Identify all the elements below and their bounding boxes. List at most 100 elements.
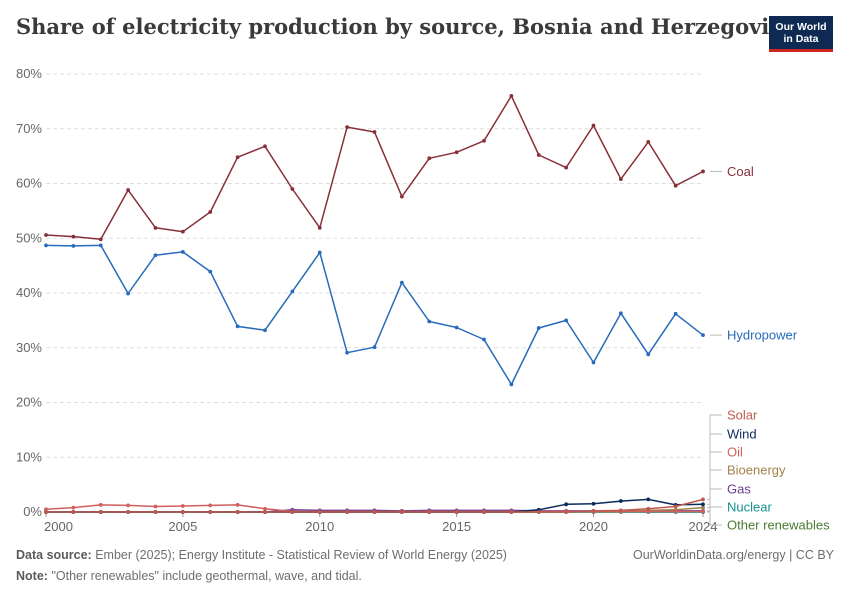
point-oil[interactable] — [71, 505, 76, 510]
point-hydropower[interactable] — [536, 326, 541, 330]
point-oil[interactable] — [180, 504, 185, 508]
point-coal[interactable] — [98, 237, 103, 242]
point-solar[interactable] — [235, 510, 240, 514]
owid-logo[interactable]: Our World in Data — [769, 16, 833, 52]
point-hydropower[interactable] — [372, 345, 377, 350]
point-coal[interactable] — [372, 130, 377, 134]
point-coal[interactable] — [427, 156, 432, 161]
owid-link[interactable]: OurWorldinData.org/energy | CC BY — [632, 548, 834, 562]
point-oil[interactable] — [235, 502, 240, 507]
point-hydropower[interactable] — [673, 311, 678, 316]
point-oil[interactable] — [44, 507, 48, 512]
point-hydropower[interactable] — [263, 328, 267, 333]
point-bioenergy[interactable] — [701, 505, 705, 510]
point-coal[interactable] — [44, 233, 48, 237]
point-hydropower[interactable] — [317, 250, 322, 255]
point-solar[interactable] — [701, 497, 705, 502]
point-coal[interactable] — [618, 177, 623, 182]
legend-label-bioenergy[interactable]: Bioenergy — [727, 463, 786, 478]
point-hydropower[interactable] — [290, 289, 295, 294]
point-solar[interactable] — [153, 510, 158, 514]
point-solar[interactable] — [208, 510, 213, 514]
point-solar[interactable] — [646, 506, 651, 511]
point-coal[interactable] — [646, 139, 651, 144]
point-oil[interactable] — [153, 504, 158, 509]
legend-label-other-renewables[interactable]: Other renewables — [727, 518, 830, 533]
point-solar[interactable] — [564, 510, 569, 514]
point-coal[interactable] — [290, 187, 295, 191]
point-solar[interactable] — [126, 510, 131, 514]
point-solar[interactable] — [482, 510, 486, 514]
point-coal[interactable] — [536, 153, 541, 157]
point-hydropower[interactable] — [235, 324, 240, 329]
point-oil[interactable] — [263, 506, 267, 511]
point-solar[interactable] — [673, 504, 678, 509]
point-wind[interactable] — [646, 497, 651, 502]
point-hydropower[interactable] — [591, 360, 596, 365]
point-wind[interactable] — [701, 502, 705, 507]
point-oil[interactable] — [98, 502, 103, 507]
series-coal[interactable] — [44, 94, 705, 242]
point-hydropower[interactable] — [509, 382, 514, 387]
line-coal[interactable] — [45, 95, 704, 241]
point-solar[interactable] — [44, 510, 48, 514]
source-text[interactable]: Ember (2025); Energy Institute - Statist… — [95, 548, 507, 562]
point-oil[interactable] — [646, 509, 651, 514]
point-hydropower[interactable] — [71, 244, 76, 248]
legend-label-wind[interactable]: Wind — [727, 427, 757, 442]
point-hydropower[interactable] — [482, 337, 486, 342]
legend-label-oil[interactable]: Oil — [727, 445, 743, 460]
point-hydropower[interactable] — [646, 352, 651, 357]
point-coal[interactable] — [263, 144, 267, 149]
point-coal[interactable] — [126, 188, 131, 192]
legend-label-coal[interactable]: Coal — [727, 164, 754, 179]
point-solar[interactable] — [372, 510, 377, 514]
point-solar[interactable] — [317, 510, 322, 514]
point-solar[interactable] — [180, 510, 185, 514]
point-coal[interactable] — [591, 123, 596, 128]
point-coal[interactable] — [317, 225, 322, 230]
point-coal[interactable] — [454, 150, 459, 155]
legend-label-gas[interactable]: Gas — [727, 482, 751, 497]
point-coal[interactable] — [345, 125, 350, 130]
point-hydropower[interactable] — [98, 243, 103, 248]
point-coal[interactable] — [235, 155, 240, 160]
point-solar[interactable] — [454, 510, 459, 514]
point-solar[interactable] — [618, 508, 623, 513]
point-hydropower[interactable] — [126, 291, 131, 296]
point-coal[interactable] — [701, 169, 705, 174]
point-solar[interactable] — [345, 510, 350, 514]
point-coal[interactable] — [509, 94, 514, 98]
point-oil[interactable] — [208, 503, 213, 508]
point-hydropower[interactable] — [345, 350, 350, 355]
point-oil[interactable] — [701, 509, 705, 514]
series-hydropower[interactable] — [44, 243, 705, 387]
point-coal[interactable] — [208, 210, 213, 214]
point-wind[interactable] — [591, 501, 596, 506]
point-solar[interactable] — [536, 510, 541, 514]
point-solar[interactable] — [591, 509, 596, 513]
point-hydropower[interactable] — [618, 311, 623, 316]
point-hydropower[interactable] — [153, 253, 158, 258]
legend-label-solar[interactable]: Solar — [727, 408, 758, 423]
series-solar[interactable] — [44, 497, 705, 514]
point-oil[interactable] — [126, 503, 131, 508]
point-coal[interactable] — [673, 183, 678, 188]
legend-label-nuclear[interactable]: Nuclear — [727, 500, 772, 515]
point-coal[interactable] — [180, 229, 185, 234]
point-solar[interactable] — [98, 510, 103, 514]
point-coal[interactable] — [153, 225, 158, 230]
point-oil[interactable] — [673, 509, 678, 514]
point-coal[interactable] — [71, 234, 76, 239]
point-hydropower[interactable] — [564, 318, 569, 323]
line-hydropower[interactable] — [45, 244, 704, 386]
point-wind[interactable] — [618, 499, 623, 503]
point-hydropower[interactable] — [701, 333, 705, 338]
point-hydropower[interactable] — [180, 250, 185, 254]
point-wind[interactable] — [564, 502, 569, 507]
point-coal[interactable] — [399, 194, 404, 199]
point-hydropower[interactable] — [44, 243, 48, 248]
point-coal[interactable] — [482, 138, 486, 143]
point-hydropower[interactable] — [454, 325, 459, 330]
point-solar[interactable] — [509, 510, 514, 514]
